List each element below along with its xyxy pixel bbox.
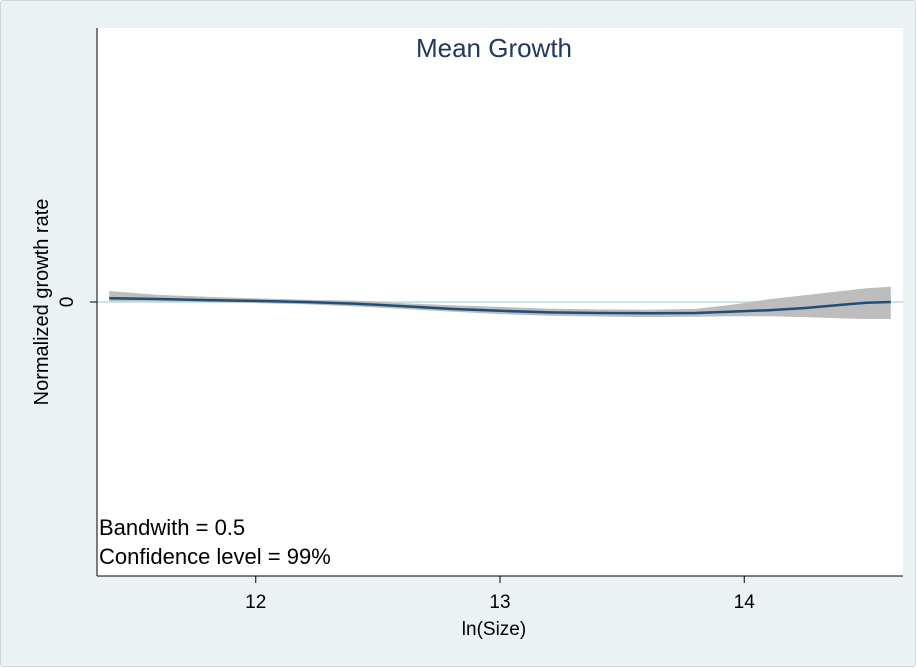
x-tick-label: 13	[489, 592, 510, 613]
chart-title: Mean Growth	[416, 33, 572, 63]
x-tick-label: 12	[245, 592, 266, 613]
tick-layer: 12 13 14 0	[57, 297, 755, 613]
bandwidth-note: Bandwith = 0.5	[99, 515, 245, 540]
y-tick-label: 0	[57, 297, 78, 308]
y-axis-label: Normalized growth rate	[31, 199, 53, 406]
mean-growth-line	[109, 296, 891, 315]
x-tick-label: 14	[734, 592, 756, 613]
confidence-note: Confidence level = 99%	[99, 544, 331, 569]
series-layer	[97, 286, 903, 319]
x-axis-label: ln(Size)	[462, 619, 526, 640]
confidence-band	[109, 286, 891, 319]
